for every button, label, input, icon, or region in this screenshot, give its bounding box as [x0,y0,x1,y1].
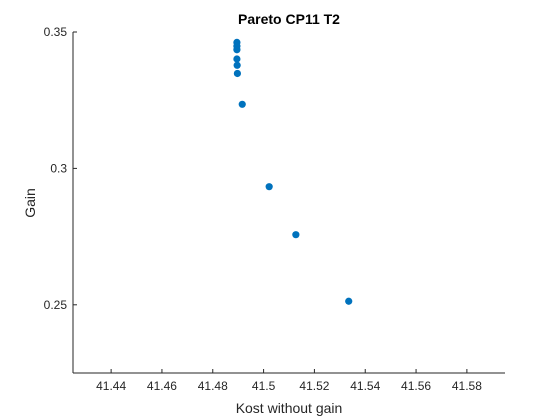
data-point [238,100,246,108]
y-axis-label: Gain [22,188,38,218]
y-tick-label: 0.35 [44,25,68,39]
y-tick-label: 0.3 [50,161,67,175]
data-point [233,69,242,78]
data-point [233,61,241,69]
data-point [233,55,241,63]
data-point [233,46,241,54]
chart-title: Pareto CP11 T2 [238,11,340,27]
x-tick-label: 41.44 [96,379,126,393]
data-point [292,231,300,239]
x-axis-label: Kost without gain [236,400,343,416]
data-point [265,183,273,191]
axes: 41.44 41.46 41.48 41.5 41.52 41.54 41.56 41.58 0… [44,25,505,393]
y-tick-label: 0.25 [44,298,68,312]
x-tick-label: 41.56 [401,379,431,393]
x-tick-label: 41.52 [299,379,329,393]
x-tick-label: 41.58 [452,379,482,393]
data-points [233,38,353,305]
x-tick-label: 41.48 [198,379,228,393]
x-tick-label: 41.5 [252,379,276,393]
data-point [345,297,353,305]
x-tick-label: 41.54 [350,379,380,393]
x-tick-label: 41.46 [147,379,177,393]
